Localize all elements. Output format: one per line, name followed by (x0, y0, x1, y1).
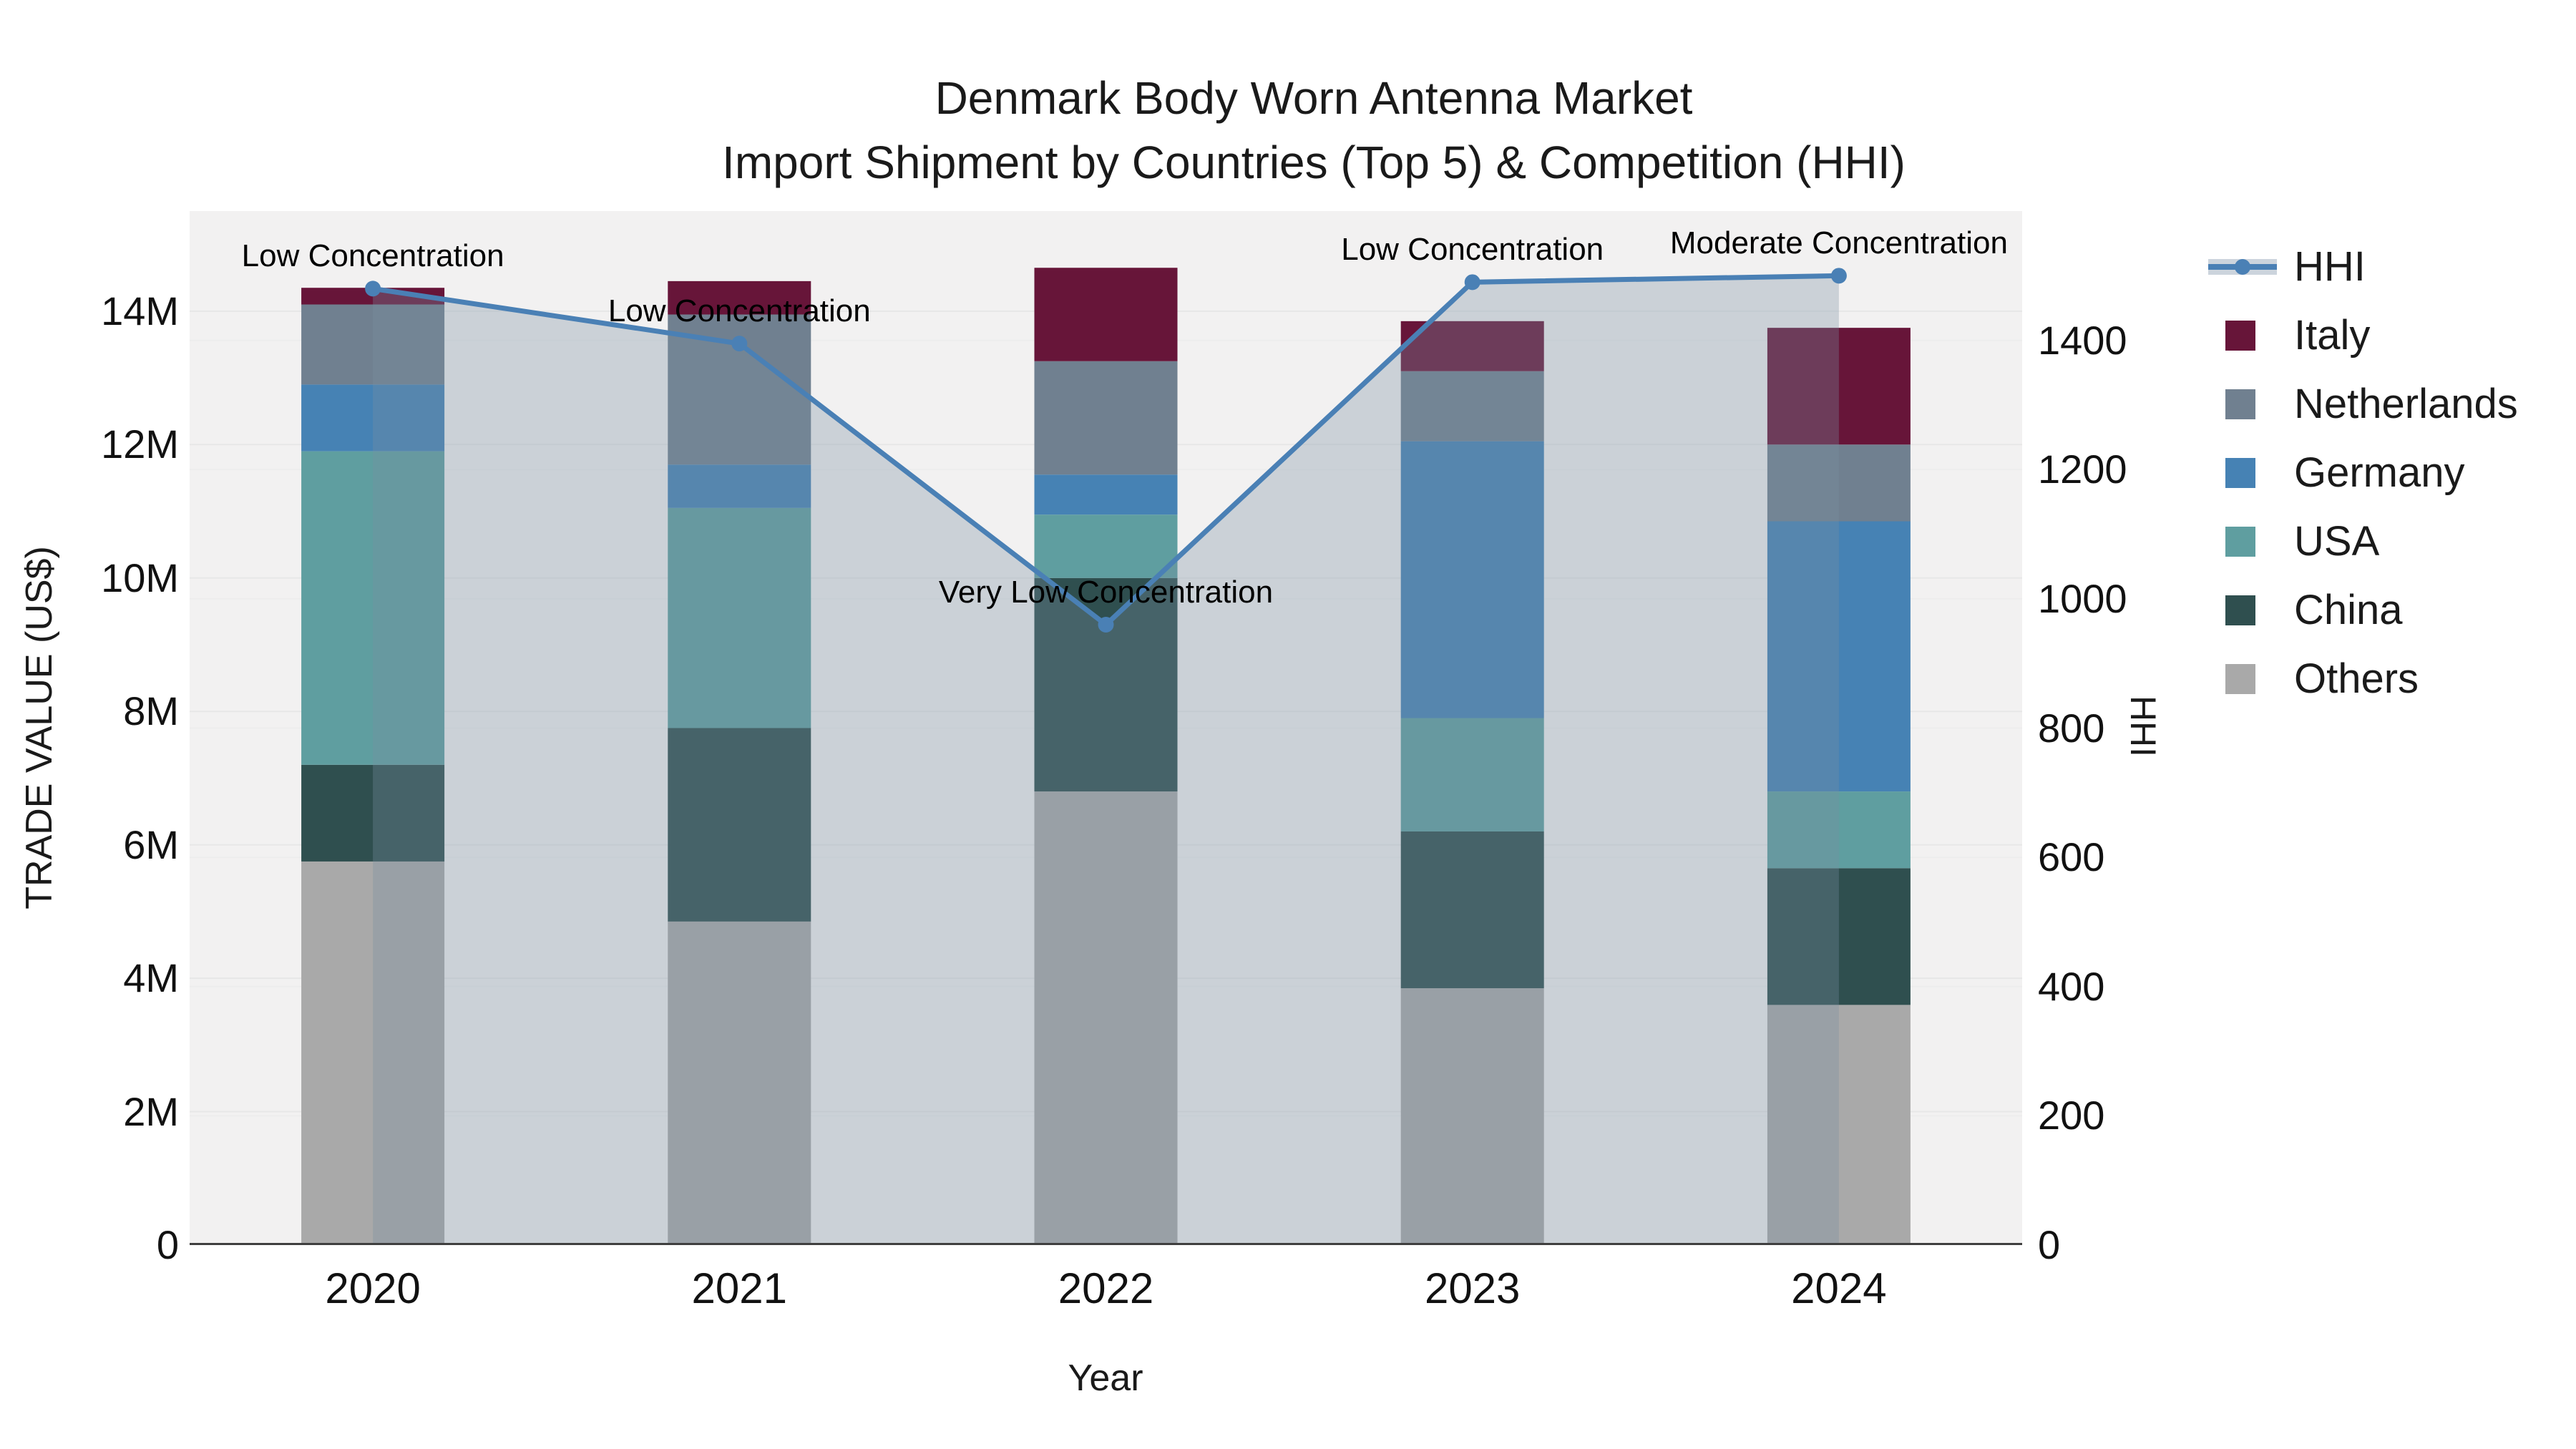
y-tick-right-1200: 1200 (2038, 447, 2127, 492)
x-tick-2023: 2023 (1424, 1264, 1521, 1312)
legend-label: Others (2294, 655, 2419, 702)
y-tick-left-10M: 10M (101, 555, 179, 600)
y-tick-left-0: 0 (156, 1222, 179, 1267)
bar-segment-2022-others[interactable] (1034, 791, 1178, 1245)
legend-label: Netherlands (2294, 381, 2518, 427)
hhi-marker-2021[interactable] (731, 336, 748, 352)
legend-item-others[interactable]: Others (2208, 645, 2518, 713)
bar-segment-2020-netherlands[interactable] (301, 304, 445, 385)
legend-swatch-icon (2208, 664, 2294, 694)
y-tick-right-600: 600 (2038, 834, 2105, 880)
hhi-area-fill (373, 275, 1839, 1245)
bar-segment-2023-netherlands[interactable] (1400, 371, 1544, 441)
legend-item-hhi[interactable]: HHI (2208, 233, 2518, 301)
legend-swatch-icon (2208, 321, 2294, 351)
bar-segment-2023-germany[interactable] (1400, 441, 1544, 718)
bar-segment-2020-usa[interactable] (301, 451, 445, 765)
legend-item-netherlands[interactable]: Netherlands (2208, 370, 2518, 439)
legend-item-usa[interactable]: USA (2208, 507, 2518, 576)
x-tick-2022: 2022 (1058, 1264, 1154, 1312)
plot-area (190, 211, 2022, 1245)
hhi-marker-2022[interactable] (1098, 617, 1114, 633)
bar-segment-2022-usa[interactable] (1034, 514, 1178, 578)
bar-segment-2024-germany[interactable] (1767, 521, 1911, 792)
y-tick-left-6M: 6M (123, 821, 179, 867)
annotation-2021: Low Concentration (608, 293, 871, 329)
y-axis-title-left: TRADE VALUE (US$) (19, 546, 60, 909)
x-tick-2020: 2020 (325, 1264, 421, 1312)
color-swatch-italy (2225, 321, 2255, 351)
legend-label: HHI (2294, 243, 2366, 290)
bar-segment-2023-others[interactable] (1400, 988, 1544, 1245)
legend-item-italy[interactable]: Italy (2208, 301, 2518, 370)
annotation-2020: Low Concentration (241, 238, 504, 274)
y-tick-left-8M: 8M (123, 688, 179, 734)
legend-label: China (2294, 587, 2403, 633)
bar-segment-2022-china[interactable] (1034, 577, 1178, 792)
bar-segment-2021-usa[interactable] (668, 507, 811, 728)
x-tick-2024: 2024 (1791, 1264, 1887, 1312)
hhi-marker-2023[interactable] (1464, 274, 1480, 291)
x-tick-2021: 2021 (691, 1264, 788, 1312)
bar-segment-2024-usa[interactable] (1767, 791, 1911, 869)
legend-label: Germany (2294, 449, 2465, 496)
legend-swatch-icon (2208, 527, 2294, 557)
bar-segment-2020-china[interactable] (301, 764, 445, 862)
bar-segment-2021-italy[interactable] (668, 280, 811, 315)
legend-label: Italy (2294, 312, 2371, 358)
bar-segment-2022-italy[interactable] (1034, 268, 1178, 361)
bar-segment-2024-netherlands[interactable] (1767, 444, 1911, 522)
y-tick-right-800: 800 (2038, 705, 2105, 751)
legend-item-germany[interactable]: Germany (2208, 439, 2518, 507)
chart-title-line2: Import Shipment by Countries (Top 5) & C… (722, 137, 1906, 188)
legend-item-china[interactable]: China (2208, 576, 2518, 645)
annotation-2024: Moderate Concentration (1669, 225, 2008, 261)
y-tick-left-14M: 14M (101, 288, 179, 333)
x-axis-title: Year (1068, 1357, 1143, 1399)
legend-swatch-icon (2208, 458, 2294, 488)
hhi-line-icon (2208, 245, 2294, 288)
y-tick-left-4M: 4M (123, 955, 179, 1001)
y-tick-right-0: 0 (2038, 1222, 2061, 1267)
y-tick-right-400: 400 (2038, 963, 2105, 1009)
color-swatch-germany (2225, 458, 2255, 488)
y-tick-right-1000: 1000 (2038, 575, 2127, 621)
bar-segment-2024-china[interactable] (1767, 868, 1911, 1005)
bar-segment-2024-italy[interactable] (1767, 328, 1911, 445)
color-swatch-others (2225, 664, 2255, 694)
bar-segment-2023-usa[interactable] (1400, 718, 1544, 831)
bar-segment-2022-netherlands[interactable] (1034, 361, 1178, 475)
annotation-2023: Low Concentration (1341, 232, 1604, 268)
bar-segment-2021-china[interactable] (668, 728, 811, 922)
color-swatch-usa (2225, 527, 2255, 557)
y-tick-left-2M: 2M (123, 1088, 179, 1134)
bar-segment-2023-china[interactable] (1400, 831, 1544, 989)
legend-swatch-icon (2208, 389, 2294, 419)
bar-segment-2021-germany[interactable] (668, 464, 811, 508)
hhi-marker-2024[interactable] (1830, 268, 1847, 284)
bar-segment-2022-germany[interactable] (1034, 474, 1178, 515)
chart-title-line1: Denmark Body Worn Antenna Market (935, 72, 1693, 124)
color-swatch-netherlands (2225, 389, 2255, 419)
legend-label: USA (2294, 518, 2380, 565)
bar-segment-2020-germany[interactable] (301, 384, 445, 452)
y-tick-right-200: 200 (2038, 1093, 2105, 1138)
y-axis-title-right: HHI (2123, 695, 2163, 758)
bar-segment-2020-others[interactable] (301, 861, 445, 1245)
bar-segment-2024-others[interactable] (1767, 1005, 1911, 1245)
legend: HHI Italy Netherlands Germany USA China Others (2208, 233, 2518, 713)
chart-title: Denmark Body Worn Antenna Market Import … (26, 66, 2576, 195)
color-swatch-china (2225, 595, 2255, 625)
annotation-2022: Very Low Concentration (938, 575, 1274, 610)
y-tick-right-1400: 1400 (2038, 317, 2127, 363)
hhi-marker-2020[interactable] (365, 280, 381, 297)
legend-swatch-icon (2208, 595, 2294, 625)
y-tick-left-12M: 12M (101, 421, 179, 467)
bar-segment-2021-others[interactable] (668, 921, 811, 1245)
